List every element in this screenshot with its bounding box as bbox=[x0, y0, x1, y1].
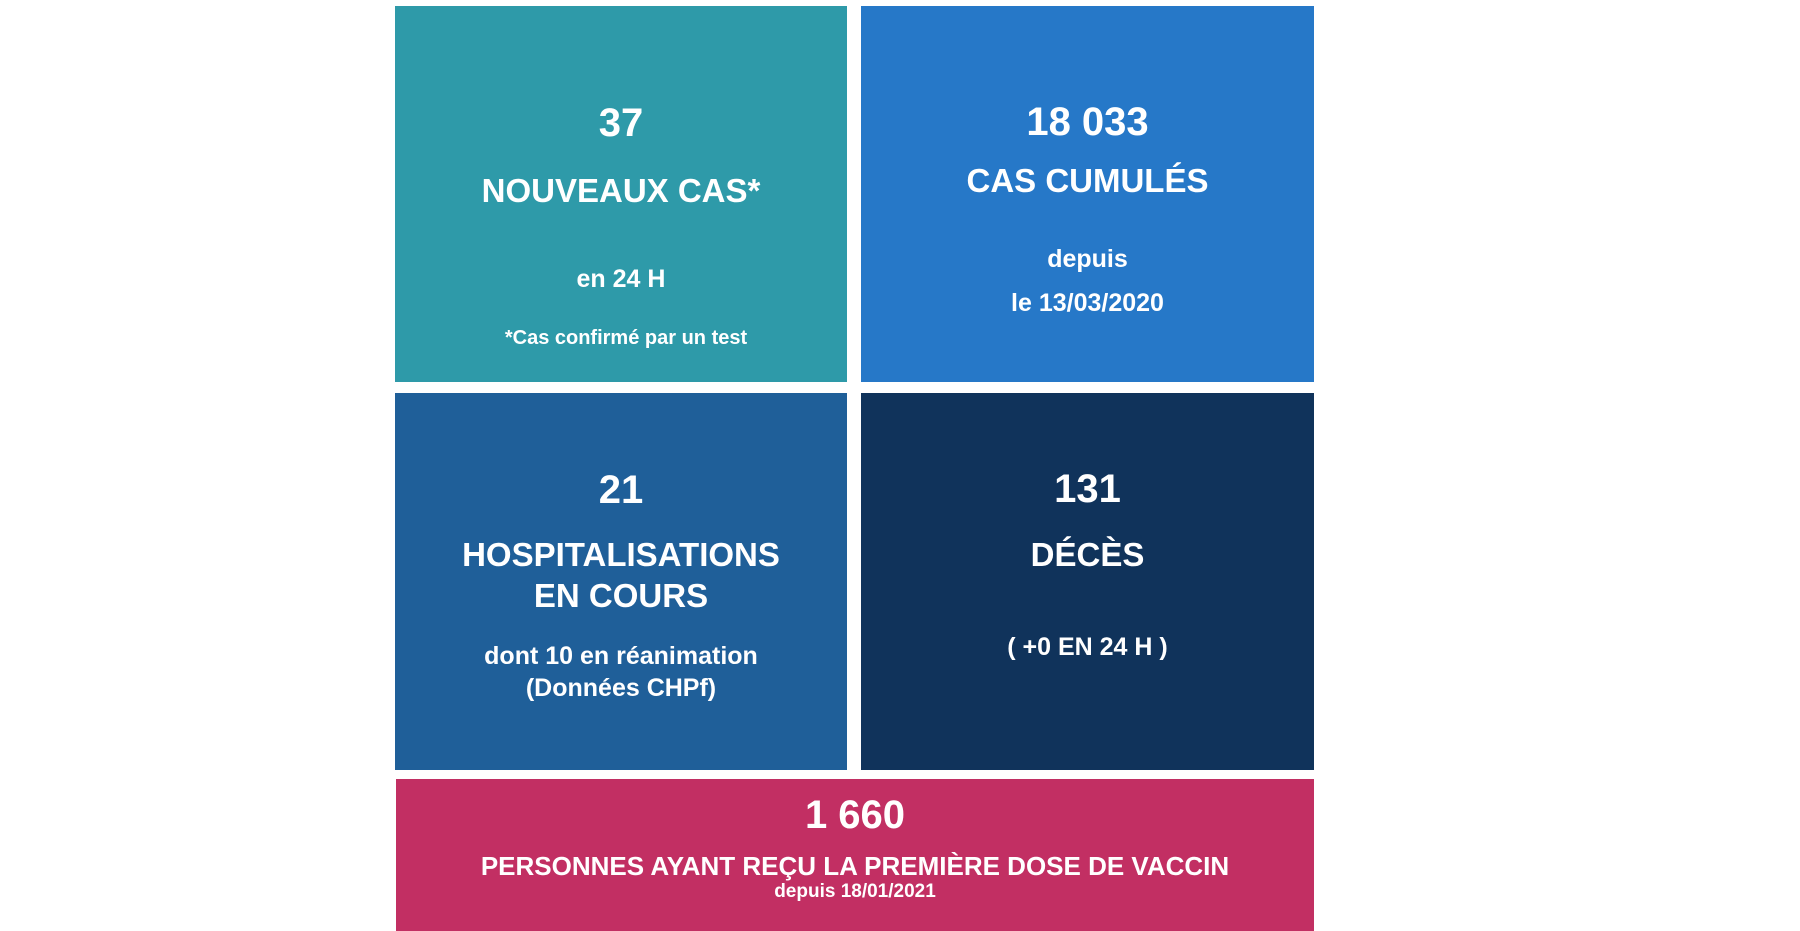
hospitalisations-value: 21 bbox=[598, 468, 644, 512]
deaths-title: DÉCÈS bbox=[1030, 536, 1145, 573]
new-cases-title: NOUVEAUX CAS* bbox=[481, 172, 761, 209]
hospitalisations-detail-line1: dont 10 en réanimation bbox=[484, 642, 758, 670]
total-cases-value: 18 033 bbox=[1026, 100, 1149, 144]
vaccine-value: 1 660 bbox=[804, 793, 906, 837]
total-cases-since-date: le 13/03/2020 bbox=[1011, 289, 1164, 317]
hospitalisations-title-line1: HOSPITALISATIONS bbox=[462, 536, 780, 573]
new-cases-tile: 37 NOUVEAUX CAS* en 24 H *Cas confirmé p… bbox=[395, 6, 847, 382]
vaccine-tile: 1 660 PERSONNES AYANT REÇU LA PREMIÈRE D… bbox=[396, 779, 1314, 931]
new-cases-period: en 24 H bbox=[576, 265, 666, 293]
total-cases-tile: 18 033 CAS CUMULÉS depuis le 13/03/2020 bbox=[861, 6, 1314, 382]
deaths-value: 131 bbox=[1054, 467, 1121, 511]
new-cases-value: 37 bbox=[598, 101, 644, 145]
vaccine-since: depuis 18/01/2021 bbox=[774, 881, 936, 902]
vaccine-title: PERSONNES AYANT REÇU LA PREMIÈRE DOSE DE… bbox=[480, 851, 1230, 881]
deaths-tile: 131 DÉCÈS ( +0 EN 24 H ) bbox=[861, 393, 1314, 770]
total-cases-since-label: depuis bbox=[1047, 245, 1128, 273]
hospitalisations-tile: 21 HOSPITALISATIONS EN COURS dont 10 en … bbox=[395, 393, 847, 770]
total-cases-title: CAS CUMULÉS bbox=[966, 162, 1209, 199]
hospitalisations-detail-line2: (Données CHPf) bbox=[525, 674, 717, 702]
new-cases-footnote: *Cas confirmé par un test bbox=[504, 327, 748, 349]
deaths-change: ( +0 EN 24 H ) bbox=[1007, 633, 1168, 661]
hospitalisations-title-line2: EN COURS bbox=[533, 577, 709, 614]
